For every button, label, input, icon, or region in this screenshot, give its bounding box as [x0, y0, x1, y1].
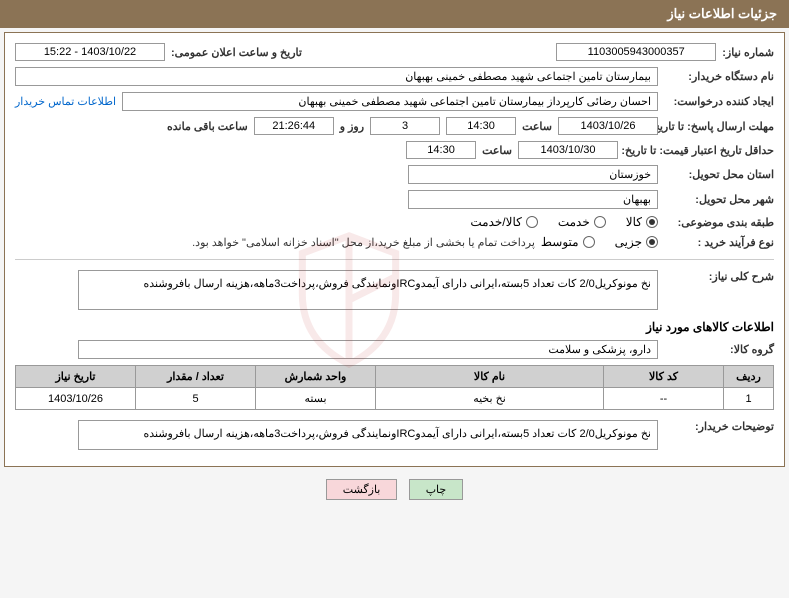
page-header: جزئیات اطلاعات نیاز: [0, 0, 789, 28]
deadline-send-time: 14:30: [446, 117, 516, 135]
table-cell: --: [604, 388, 724, 410]
radio-label: جزیی: [615, 235, 642, 249]
main-panel: شماره نیاز: 1103005943000357 تاریخ و ساع…: [4, 32, 785, 467]
announce-date-label: تاریخ و ساعت اعلان عمومی:: [171, 46, 302, 59]
table-cell: 1403/10/26: [16, 388, 136, 410]
table-header: تاریخ نیاز: [16, 366, 136, 388]
purchase-type-label: نوع فرآیند خرید :: [664, 236, 774, 249]
table-cell: نخ بخیه: [376, 388, 604, 410]
radio-option[interactable]: جزیی: [615, 235, 658, 249]
category-label: طبقه بندی موضوعی:: [664, 216, 774, 229]
deadline-send-label: مهلت ارسال پاسخ: تا تاریخ:: [664, 120, 774, 133]
radio-icon: [646, 236, 658, 248]
button-row: چاپ بازگشت: [0, 479, 789, 500]
radio-option[interactable]: خدمت: [558, 215, 606, 229]
radio-option[interactable]: متوسط: [541, 235, 595, 249]
need-number-value: 1103005943000357: [556, 43, 716, 61]
requester-label: ایجاد کننده درخواست:: [664, 95, 774, 108]
need-number-label: شماره نیاز:: [722, 46, 774, 59]
table-cell: 5: [136, 388, 256, 410]
city-value: بهبهان: [408, 190, 658, 209]
page-title: جزئیات اطلاعات نیاز: [667, 6, 777, 21]
deadline-price-label: حداقل تاریخ اعتبار قیمت: تا تاریخ:: [624, 144, 774, 157]
radio-icon: [594, 216, 606, 228]
goods-section-title: اطلاعات کالاهای مورد نیاز: [15, 320, 774, 334]
table-header: ردیف: [724, 366, 774, 388]
requester-value: احسان رضائی کارپرداز بیمارستان تامین اجت…: [122, 92, 658, 111]
radio-icon: [526, 216, 538, 228]
deadline-price-time: 14:30: [406, 141, 476, 159]
table-header: واحد شمارش: [256, 366, 376, 388]
buyer-org-label: نام دستگاه خریدار:: [664, 70, 774, 83]
deadline-price-date: 1403/10/30: [518, 141, 618, 159]
deadline-days: 3: [370, 117, 440, 135]
table-cell: 1: [724, 388, 774, 410]
description-label: شرح کلی نیاز:: [664, 270, 774, 283]
buyer-org-value: بیمارستان تامین اجتماعی شهید مصطفی خمینی…: [15, 67, 658, 86]
province-label: استان محل تحویل:: [664, 168, 774, 181]
table-header: کد کالا: [604, 366, 724, 388]
remaining-label: ساعت باقی مانده: [167, 120, 248, 133]
purchase-type-radio-group: جزیی متوسط: [541, 235, 658, 249]
table-row: 1--نخ بخیهبسته51403/10/26: [16, 388, 774, 410]
buyer-notes-text: نخ مونوکریل2/0 کات تعداد 5بسته،ایرانی دا…: [78, 420, 658, 450]
days-label: روز و: [340, 120, 364, 133]
radio-option[interactable]: کالا/خدمت: [470, 215, 537, 229]
radio-label: خدمت: [558, 215, 590, 229]
radio-icon: [583, 236, 595, 248]
radio-label: کالا: [626, 215, 642, 229]
table-cell: بسته: [256, 388, 376, 410]
buyer-notes-label: توضیحات خریدار:: [664, 420, 774, 433]
deadline-countdown: 21:26:44: [254, 117, 334, 135]
province-value: خوزستان: [408, 165, 658, 184]
purchase-note: پرداخت تمام یا بخشی از مبلغ خرید،از محل …: [192, 236, 535, 249]
group-label: گروه کالا:: [664, 343, 774, 356]
goods-table: ردیفکد کالانام کالاواحد شمارشتعداد / مقد…: [15, 365, 774, 410]
category-radio-group: کالا خدمت کالا/خدمت: [470, 215, 658, 229]
time-label-2: ساعت: [482, 144, 512, 157]
radio-label: متوسط: [541, 235, 579, 249]
time-label-1: ساعت: [522, 120, 552, 133]
contact-link[interactable]: اطلاعات تماس خریدار: [15, 95, 116, 108]
radio-option[interactable]: کالا: [626, 215, 658, 229]
table-header: تعداد / مقدار: [136, 366, 256, 388]
back-button[interactable]: بازگشت: [326, 479, 398, 500]
deadline-send-date: 1403/10/26: [558, 117, 658, 135]
description-text: نخ مونوکریل2/0 کات تعداد 5بسته،ایرانی دا…: [78, 270, 658, 310]
group-value: دارو، پزشکی و سلامت: [78, 340, 658, 359]
radio-icon: [646, 216, 658, 228]
radio-label: کالا/خدمت: [470, 215, 521, 229]
table-header: نام کالا: [376, 366, 604, 388]
city-label: شهر محل تحویل:: [664, 193, 774, 206]
announce-date-value: 1403/10/22 - 15:22: [15, 43, 165, 61]
print-button[interactable]: چاپ: [409, 479, 464, 500]
